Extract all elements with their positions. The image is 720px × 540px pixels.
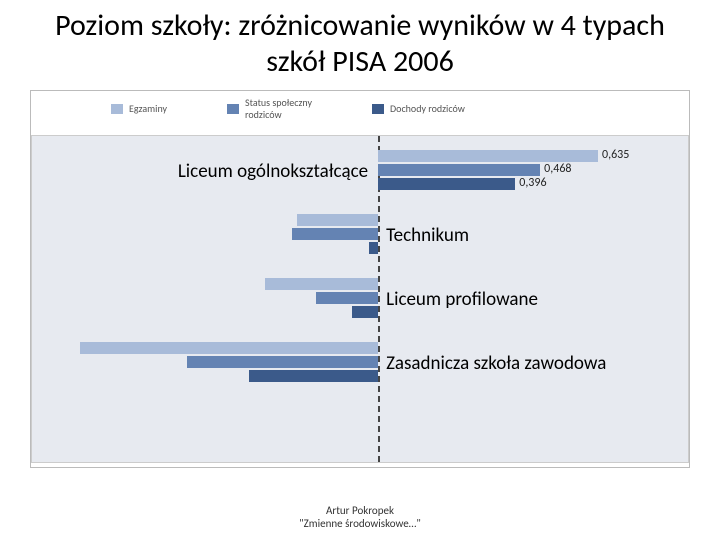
bar-value-label: 0,396 xyxy=(519,176,546,190)
footer-author: Artur Pokropek xyxy=(0,504,720,517)
footer-source: "Zmienne środowiskowe…" xyxy=(0,517,720,530)
legend-item: Status społecznyrodziców xyxy=(227,97,312,121)
bar xyxy=(378,150,598,162)
legend-item: Egzaminy xyxy=(111,97,167,121)
legend-label: Egzaminy xyxy=(129,103,167,115)
legend-swatch xyxy=(372,104,384,114)
bar xyxy=(352,306,378,318)
bar xyxy=(80,342,378,354)
bar xyxy=(378,164,540,176)
chart-frame: Egzaminy Status społecznyrodziców Dochody … xyxy=(30,90,690,468)
category-label: Liceum ogólnokształcące xyxy=(178,160,368,183)
page-title: Poziom szkoły: zróżnicowanie wyników w 4… xyxy=(0,0,720,84)
bar xyxy=(187,356,378,368)
bar xyxy=(265,278,378,290)
bar xyxy=(297,214,378,226)
legend-item: Dochody rodziców xyxy=(372,97,465,121)
legend-label: Dochody rodziców xyxy=(390,103,465,115)
bar-value-label: 0,468 xyxy=(544,162,571,176)
category-label: Zasadnicza szkoła zawodowa xyxy=(386,352,606,375)
bar xyxy=(249,370,379,382)
bar xyxy=(378,178,515,190)
category-label: Liceum profilowane xyxy=(386,288,538,311)
bar xyxy=(316,292,378,304)
bar xyxy=(369,242,378,254)
legend-label: Status społecznyrodziców xyxy=(245,97,312,121)
legend-swatch xyxy=(111,104,123,114)
legend-swatch xyxy=(227,104,239,114)
footer: Artur Pokropek "Zmienne środowiskowe…" xyxy=(0,504,720,530)
chart-plot: Liceum ogólnokształcące 0,635 0,4680,396 Te… xyxy=(31,135,689,463)
bar-value-label: 0,635 xyxy=(602,148,629,162)
chart-legend: Egzaminy Status społecznyrodziców Dochody … xyxy=(31,91,689,125)
bar xyxy=(292,228,379,240)
category-label: Technikum xyxy=(386,224,469,247)
